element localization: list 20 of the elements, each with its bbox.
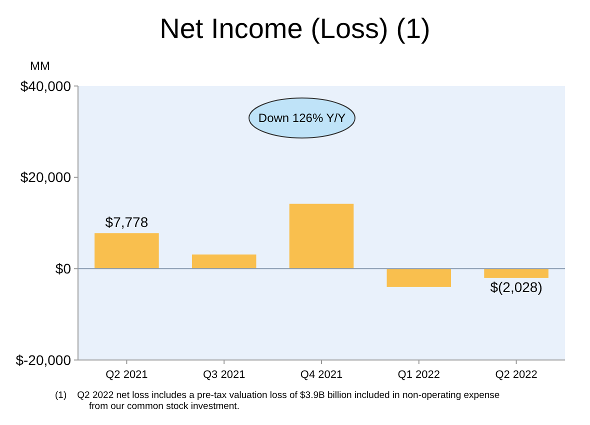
y-tick-label: $-20,000: [16, 352, 72, 368]
x-tick-label: Q2 2022: [495, 369, 538, 381]
bar: [484, 268, 548, 278]
y-axis-title: MM: [30, 59, 50, 73]
bar: [94, 233, 159, 269]
y-tick-label: $20,000: [20, 169, 72, 186]
y-tick-label: $0: [55, 260, 72, 277]
y-tick-label: $40,000: [20, 78, 72, 94]
chart-title: Net Income (Loss) (1): [160, 13, 430, 44]
x-tick-label: Q3 2021: [203, 369, 246, 381]
x-tick-label: Q1 2022: [398, 369, 440, 381]
x-tick-label: Q2 2021: [106, 369, 148, 381]
text: (1) Q2 2022 net loss includes a pre-tax valuation loss of $3.9B billion included in non-operating expense from our common stock investment.: [55, 390, 500, 412]
bar: [289, 204, 354, 269]
data-label: $(2,028): [490, 278, 542, 295]
annotation: Down 126% Y/Y: [258, 111, 346, 126]
bar: [192, 254, 256, 269]
data-label: $7,778: [105, 214, 148, 230]
bar: [386, 268, 452, 287]
x-tick-label: Q4 2021: [300, 369, 343, 381]
